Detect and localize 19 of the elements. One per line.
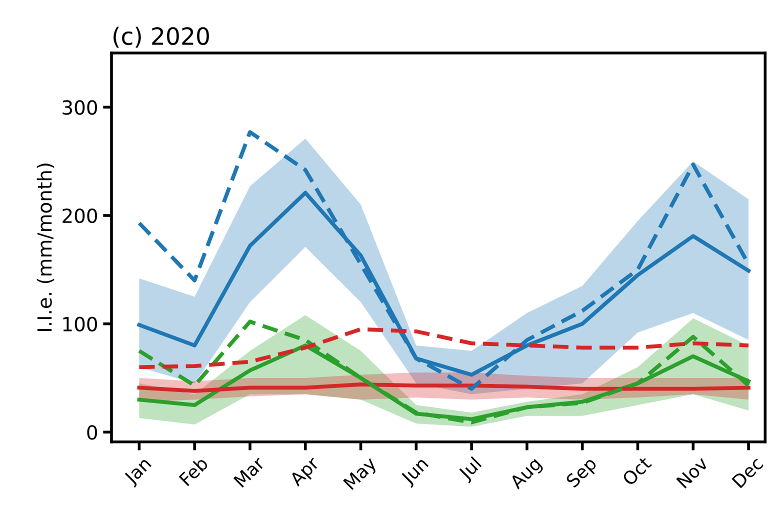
y-tick-label: 0 [87, 425, 98, 440]
x-tick-label: Jul [457, 456, 484, 484]
x-tick-label: Nov [676, 456, 709, 489]
y-axis-title: I.I.e. (mm/month) [36, 164, 54, 331]
x-tick-label: Dec [732, 456, 764, 488]
y-tick-label: 300 [62, 100, 98, 115]
x-tick-label: Oct [621, 456, 652, 486]
line-series [137, 382, 750, 393]
line-series [137, 327, 750, 370]
x-tick-label: Apr [288, 455, 323, 490]
x-tick-label: Jun [400, 456, 432, 488]
chart-title: (c) 2020 [114, 26, 209, 48]
x-tick-label: Mar [233, 455, 266, 488]
y-tick-label: 100 [63, 316, 98, 332]
x-tick-label: Jan [122, 456, 154, 488]
x-tick-label: Sep [565, 456, 600, 491]
y-tick-label: 200 [62, 208, 98, 224]
x-tick-label: Aug [508, 456, 544, 492]
x-tick-label: Feb [178, 456, 209, 486]
